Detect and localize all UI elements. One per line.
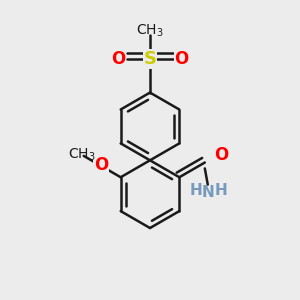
Text: O: O [214, 146, 228, 164]
Text: N: N [202, 185, 215, 200]
Text: O: O [174, 50, 189, 68]
Text: CH$_3$: CH$_3$ [68, 146, 96, 163]
Text: O: O [94, 157, 109, 175]
Text: H: H [190, 183, 202, 198]
Text: O: O [111, 50, 126, 68]
Text: S: S [143, 50, 157, 68]
Text: H: H [214, 183, 227, 198]
Text: CH$_3$: CH$_3$ [136, 22, 164, 39]
